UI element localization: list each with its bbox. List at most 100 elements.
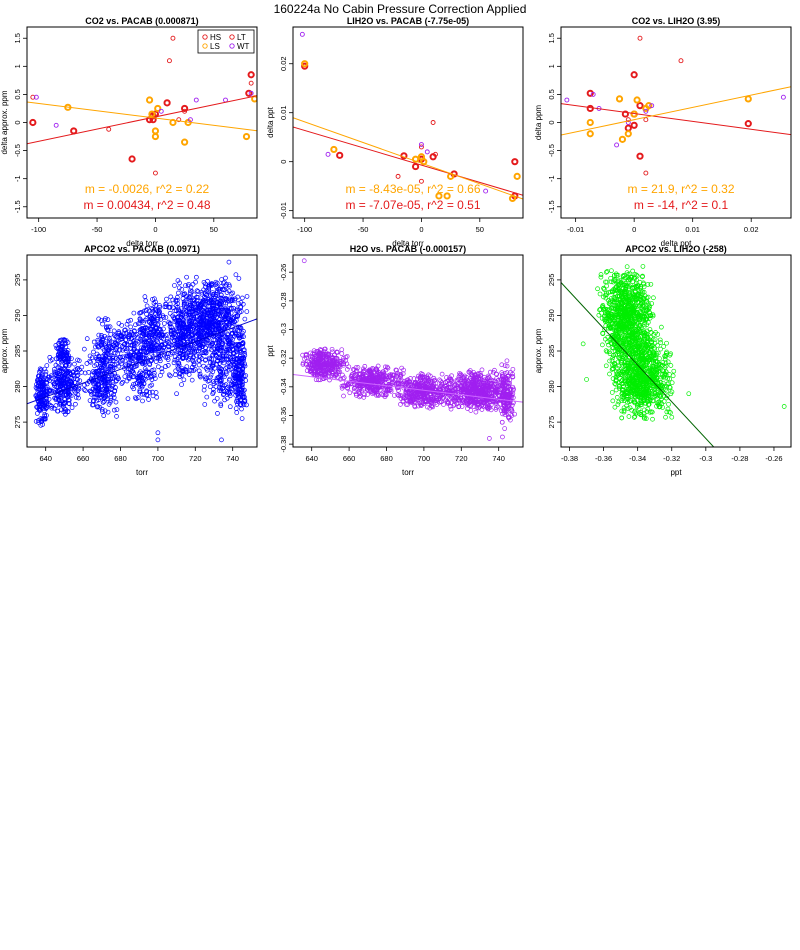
- data-point: [645, 282, 651, 287]
- data-point: [454, 377, 460, 383]
- data-point: [196, 362, 202, 368]
- data-point: [352, 389, 357, 394]
- data-point: [111, 392, 116, 398]
- data-point: [102, 363, 107, 369]
- y-tick-label: -0.32: [279, 350, 288, 367]
- data-point: [161, 315, 166, 320]
- data-point: [215, 295, 221, 301]
- y-tick-label: -0.36: [279, 407, 288, 424]
- series-hs: [301, 62, 519, 200]
- data-point: [236, 380, 242, 386]
- data-point: [140, 398, 145, 404]
- x-tick-label: -50: [92, 225, 103, 234]
- data-point: [66, 397, 72, 403]
- data-point: [158, 327, 163, 333]
- data-point: [93, 369, 99, 374]
- data-point: [99, 318, 104, 323]
- data-point: [214, 314, 219, 320]
- data-point: [123, 348, 129, 354]
- data-point: [179, 306, 184, 312]
- data-point: [240, 394, 245, 400]
- data-point: [67, 371, 73, 376]
- data-point: [58, 392, 63, 398]
- data-point: [151, 316, 156, 322]
- data-point: [313, 365, 319, 371]
- data-point: [186, 319, 192, 325]
- data-point: [98, 342, 104, 347]
- data-point: [53, 362, 59, 368]
- data-point: [144, 311, 149, 317]
- data-point: [372, 388, 378, 393]
- data-point: [170, 305, 176, 311]
- data-point: [203, 340, 209, 345]
- data-point: [239, 416, 245, 421]
- data-point: [84, 336, 90, 342]
- data-point: [151, 373, 157, 379]
- data-point: [169, 331, 174, 337]
- data-point: [241, 329, 246, 334]
- y-tick-label: 0: [13, 120, 22, 124]
- data-point: [643, 108, 649, 114]
- x-tick-label: 0: [419, 225, 423, 234]
- data-point: [92, 381, 97, 386]
- data-point: [105, 409, 111, 415]
- data-point: [220, 340, 225, 346]
- data-point: [86, 370, 91, 375]
- data-point: [191, 361, 197, 366]
- data-point: [139, 375, 145, 381]
- fit-line: [293, 117, 523, 200]
- data-point: [222, 349, 227, 355]
- fit-line: [27, 101, 257, 132]
- data-point: [181, 321, 186, 327]
- data-point: [488, 407, 494, 413]
- x-axis-label: delta ppt: [661, 239, 692, 248]
- data-point: [187, 290, 193, 296]
- data-point: [448, 379, 454, 384]
- data-point: [356, 390, 362, 395]
- data-point: [103, 391, 108, 397]
- data-point: [336, 151, 344, 159]
- y-tick-label: 290: [13, 309, 22, 322]
- data-point: [74, 366, 80, 372]
- data-point: [191, 317, 196, 322]
- data-point: [56, 340, 62, 346]
- data-point: [221, 326, 227, 331]
- data-point: [195, 295, 201, 300]
- data-point: [428, 378, 433, 384]
- data-point: [190, 301, 195, 306]
- data-point: [438, 383, 444, 388]
- data-point: [211, 295, 217, 301]
- data-point: [89, 377, 94, 383]
- data-point: [141, 325, 147, 331]
- data-point: [235, 328, 240, 333]
- series-ls: [586, 95, 752, 143]
- data-point: [201, 320, 207, 326]
- data-point: [237, 354, 243, 359]
- data-point: [251, 95, 257, 103]
- data-point: [141, 352, 147, 358]
- data-point: [224, 307, 230, 313]
- data-point: [482, 377, 487, 383]
- data-point: [239, 295, 245, 301]
- data-point: [128, 324, 134, 330]
- data-point: [231, 347, 236, 353]
- data-point: [159, 332, 165, 337]
- fit-annotation: m = -7.07e-05, r^2 = 0.51: [345, 198, 480, 212]
- x-tick-label: -0.3: [699, 454, 712, 463]
- data-point: [226, 357, 231, 363]
- data-point: [649, 103, 655, 109]
- x-tick-label: 700: [152, 454, 165, 463]
- data-point: [205, 325, 210, 331]
- data-point: [238, 349, 244, 355]
- data-point: [415, 394, 421, 399]
- data-point: [48, 373, 54, 379]
- y-tick-label: -0.5: [13, 144, 22, 157]
- data-point: [191, 354, 196, 360]
- data-point: [137, 387, 143, 393]
- data-point: [431, 382, 436, 387]
- data-point: [303, 361, 309, 367]
- data-point: [176, 117, 182, 123]
- data-point: [108, 395, 114, 401]
- data-point: [238, 387, 244, 393]
- data-point: [195, 331, 201, 337]
